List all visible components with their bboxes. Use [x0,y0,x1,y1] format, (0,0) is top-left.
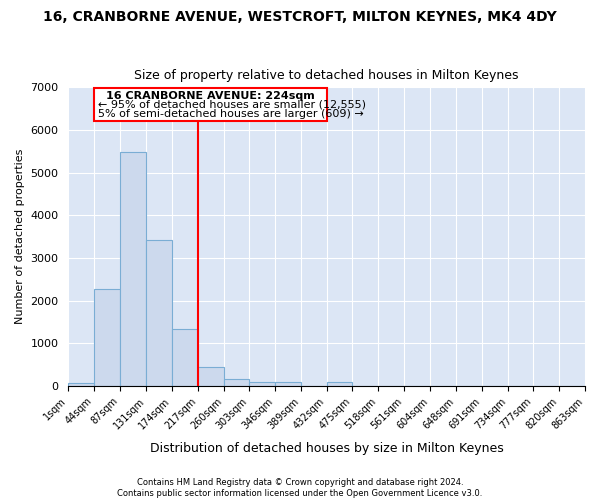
Text: 5% of semi-detached houses are larger (609) →: 5% of semi-detached houses are larger (6… [98,109,364,119]
Text: 16 CRANBORNE AVENUE: 224sqm: 16 CRANBORNE AVENUE: 224sqm [106,90,315,101]
Bar [275,382,301,386]
Text: 16, CRANBORNE AVENUE, WESTCROFT, MILTON KEYNES, MK4 4DY: 16, CRANBORNE AVENUE, WESTCROFT, MILTON … [43,10,557,24]
Bar [327,382,352,386]
Bar [172,330,198,386]
Text: ← 95% of detached houses are smaller (12,555): ← 95% of detached houses are smaller (12… [98,100,366,110]
Bar [94,289,120,386]
Bar [224,379,250,386]
Bar [198,366,224,386]
Bar [250,382,275,386]
Bar [68,382,94,386]
Text: Contains HM Land Registry data © Crown copyright and database right 2024.
Contai: Contains HM Land Registry data © Crown c… [118,478,482,498]
FancyBboxPatch shape [94,88,327,122]
X-axis label: Distribution of detached houses by size in Milton Keynes: Distribution of detached houses by size … [150,442,503,455]
Bar [146,240,172,386]
Bar [120,152,146,386]
Title: Size of property relative to detached houses in Milton Keynes: Size of property relative to detached ho… [134,69,519,82]
Y-axis label: Number of detached properties: Number of detached properties [15,149,25,324]
